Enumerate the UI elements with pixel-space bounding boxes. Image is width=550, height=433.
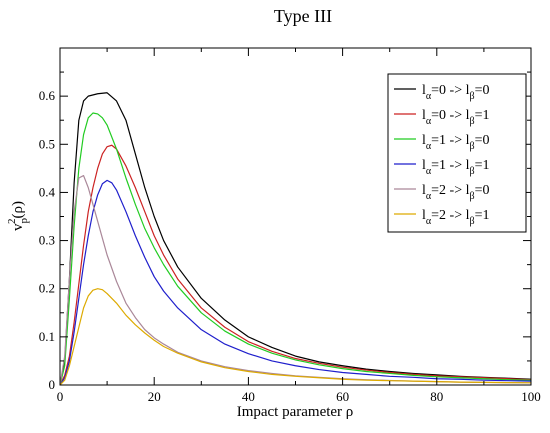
legend-label-2: lα=0 -> lβ=1 [422, 108, 489, 127]
y-tick-label: 0.5 [39, 136, 55, 151]
chart-title: Type III [274, 6, 332, 26]
y-tick-label: 0.6 [39, 88, 56, 103]
x-tick-label: 80 [430, 389, 443, 404]
legend: lα=0 -> lβ=0 lα=0 -> lβ=1 lα=1 -> lβ=0 lα=1… [387, 73, 527, 233]
y-tick-label: 0.1 [39, 329, 55, 344]
y-tick-label: 0 [49, 377, 56, 392]
y-tick-label: 0.3 [39, 233, 55, 248]
series-line-4 [60, 179, 531, 385]
y-axis-label: vp2(ρ) [6, 201, 30, 231]
x-tick-label: 60 [336, 389, 349, 404]
series-line-1 [60, 92, 531, 385]
x-axis-label: Impact parameter ρ [237, 404, 354, 420]
legend-label-4: lα=1 -> lβ=1 [422, 158, 489, 177]
x-tick-label: 40 [242, 389, 255, 404]
series-line-3 [60, 112, 531, 385]
legend-box [387, 73, 527, 233]
x-tick-label: 20 [148, 389, 161, 404]
ticks-layer: 0 20 40 60 80 100 0 0.1 0.2 0.3 0.4 0.5 0.6 [39, 48, 541, 404]
series-layer [60, 92, 531, 385]
y-tick-label: 0.4 [39, 184, 56, 199]
legend-label-6: lα=2 -> lβ=1 [422, 208, 489, 227]
series-line-6 [60, 288, 531, 385]
series-line-2 [60, 144, 531, 385]
legend-label-1: lα=0 -> lβ=0 [422, 83, 489, 102]
x-tick-label: 0 [57, 389, 64, 404]
x-tick-label: 100 [521, 389, 541, 404]
y-tick-label: 0.2 [39, 281, 55, 296]
legend-label-3: lα=1 -> lβ=0 [422, 133, 489, 152]
legend-label-5: lα=2 -> lβ=0 [422, 183, 489, 202]
